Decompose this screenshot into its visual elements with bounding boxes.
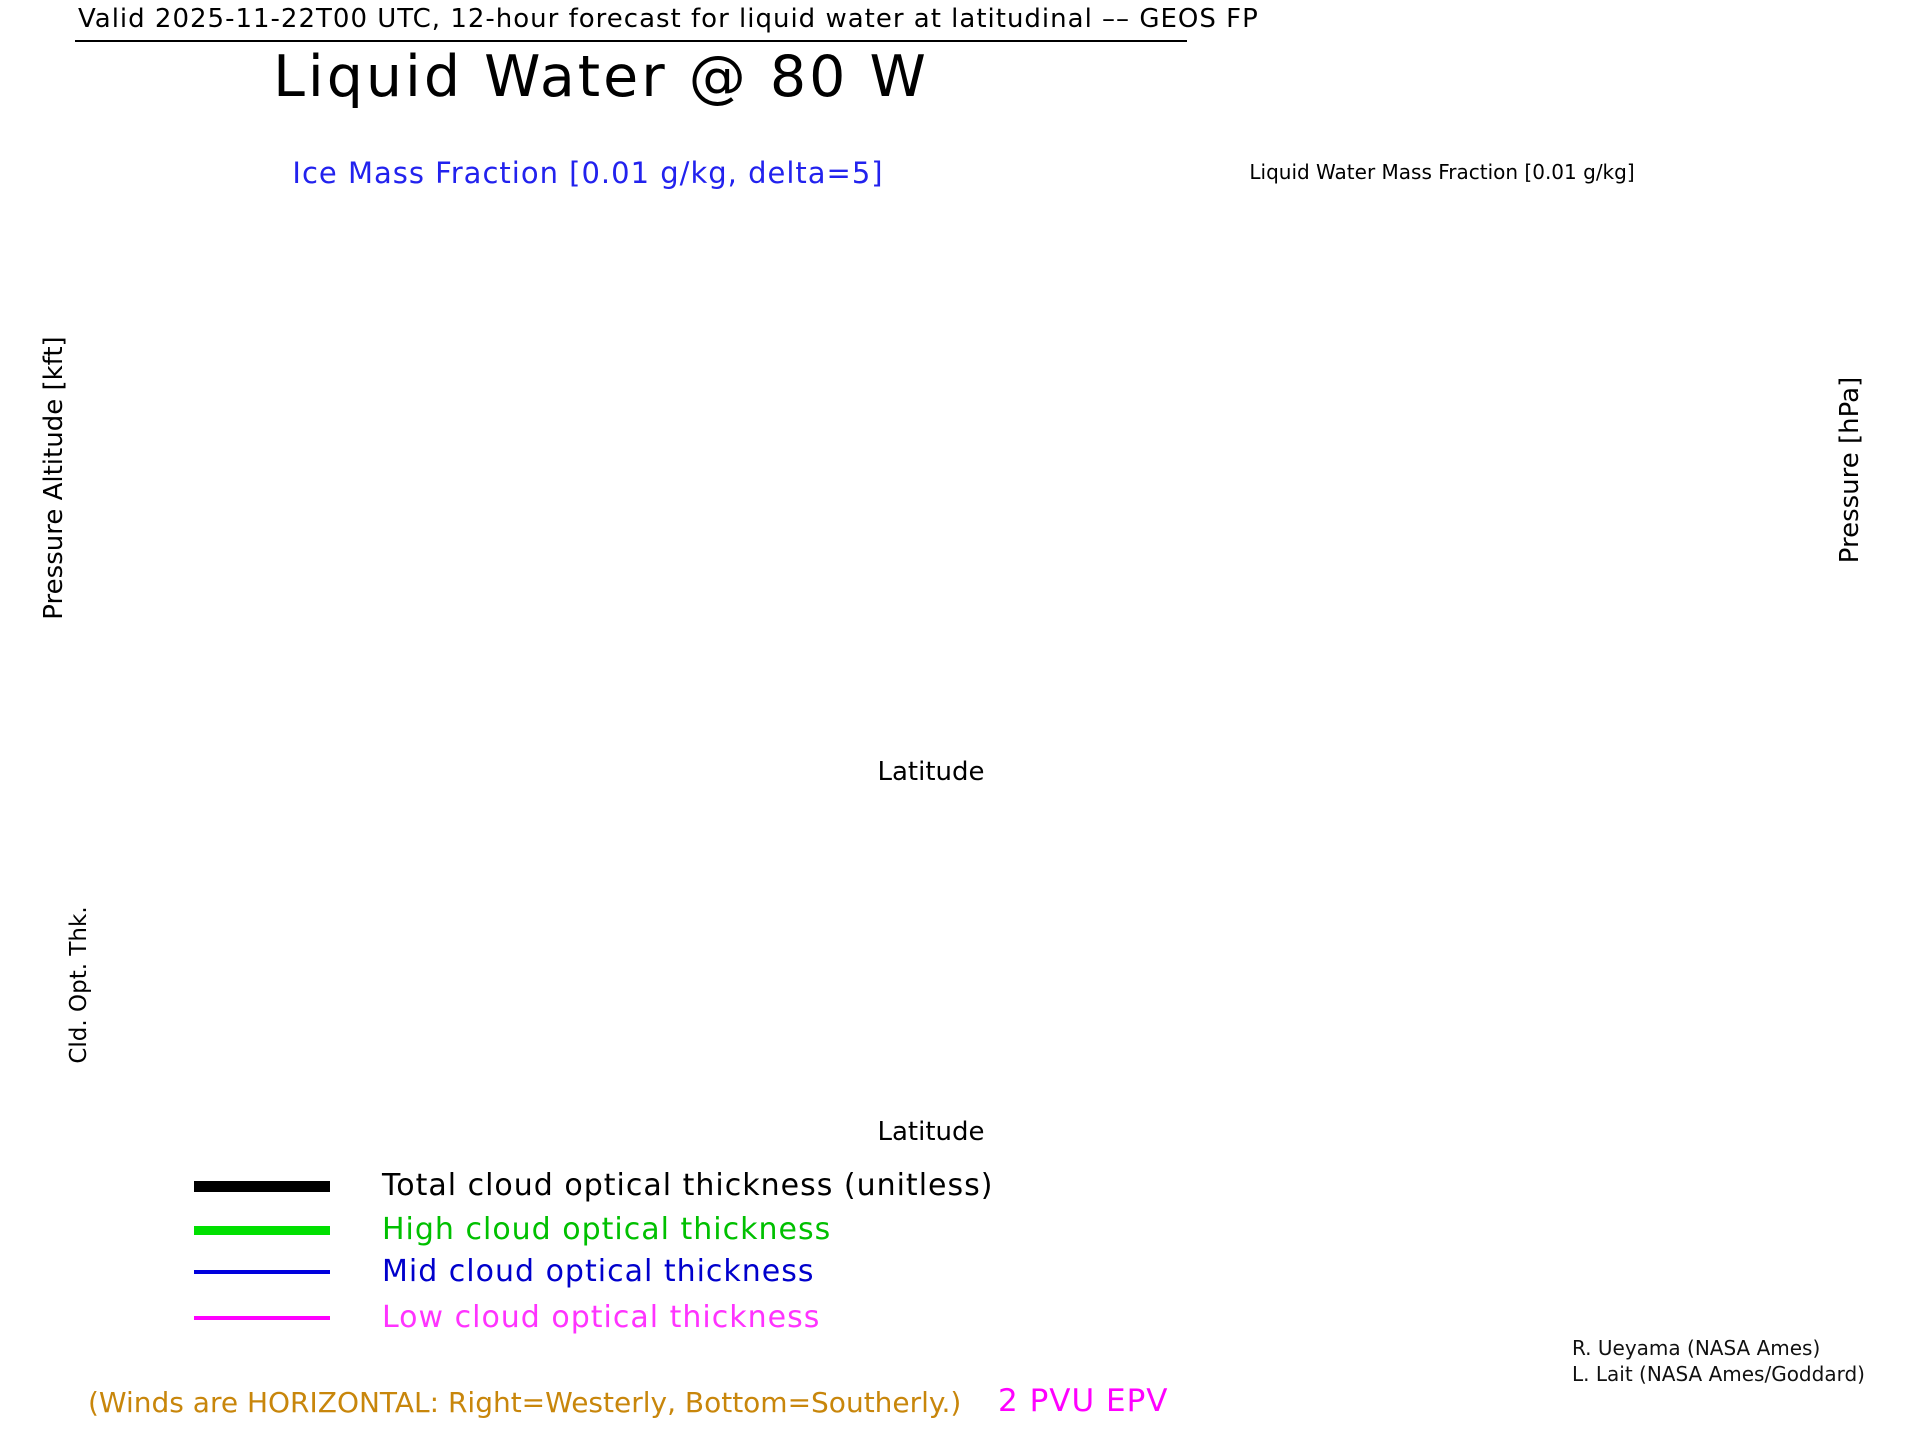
legend-swatch-total [194, 1181, 330, 1192]
legend-swatch-high [194, 1226, 330, 1235]
legend-label-mid: Mid cloud optical thickness [382, 1254, 815, 1289]
colorbar-caption: Liquid Water Mass Fraction [0.01 g/kg] [1249, 160, 1635, 184]
main-x-axis-title: Latitude [877, 757, 984, 787]
lower-y-axis-title: Cld. Opt. Thk. [66, 906, 92, 1063]
legend-label-high: High cloud optical thickness [382, 1212, 832, 1247]
main-y2-axis-title: Pressure [hPa] [1835, 377, 1865, 564]
credit-line-2: L. Lait (NASA Ames/Goddard) [1572, 1362, 1865, 1386]
main-y-axis-title: Pressure Altitude [kft] [39, 336, 69, 619]
valid-line: Valid 2025-11-22T00 UTC, 12-hour forecas… [78, 4, 1259, 34]
legend-label-low: Low cloud optical thickness [382, 1300, 821, 1335]
title-underline [75, 40, 1187, 42]
winds-note: (Winds are HORIZONTAL: Right=Westerly, B… [88, 1386, 962, 1419]
legend-swatch-mid [194, 1270, 330, 1274]
legend-label-total: Total cloud optical thickness (unitless) [382, 1168, 994, 1203]
lower-x-axis-title: Latitude [877, 1117, 984, 1147]
ice-subtitle: Ice Mass Fraction [0.01 g/kg, delta=5] [292, 156, 884, 190]
epv-note: 2 PVU EPV [998, 1383, 1169, 1419]
credit-line-1: R. Ueyama (NASA Ames) [1572, 1336, 1821, 1360]
main-title: Liquid Water @ 80 W [273, 44, 929, 110]
legend-swatch-low [194, 1316, 330, 1320]
